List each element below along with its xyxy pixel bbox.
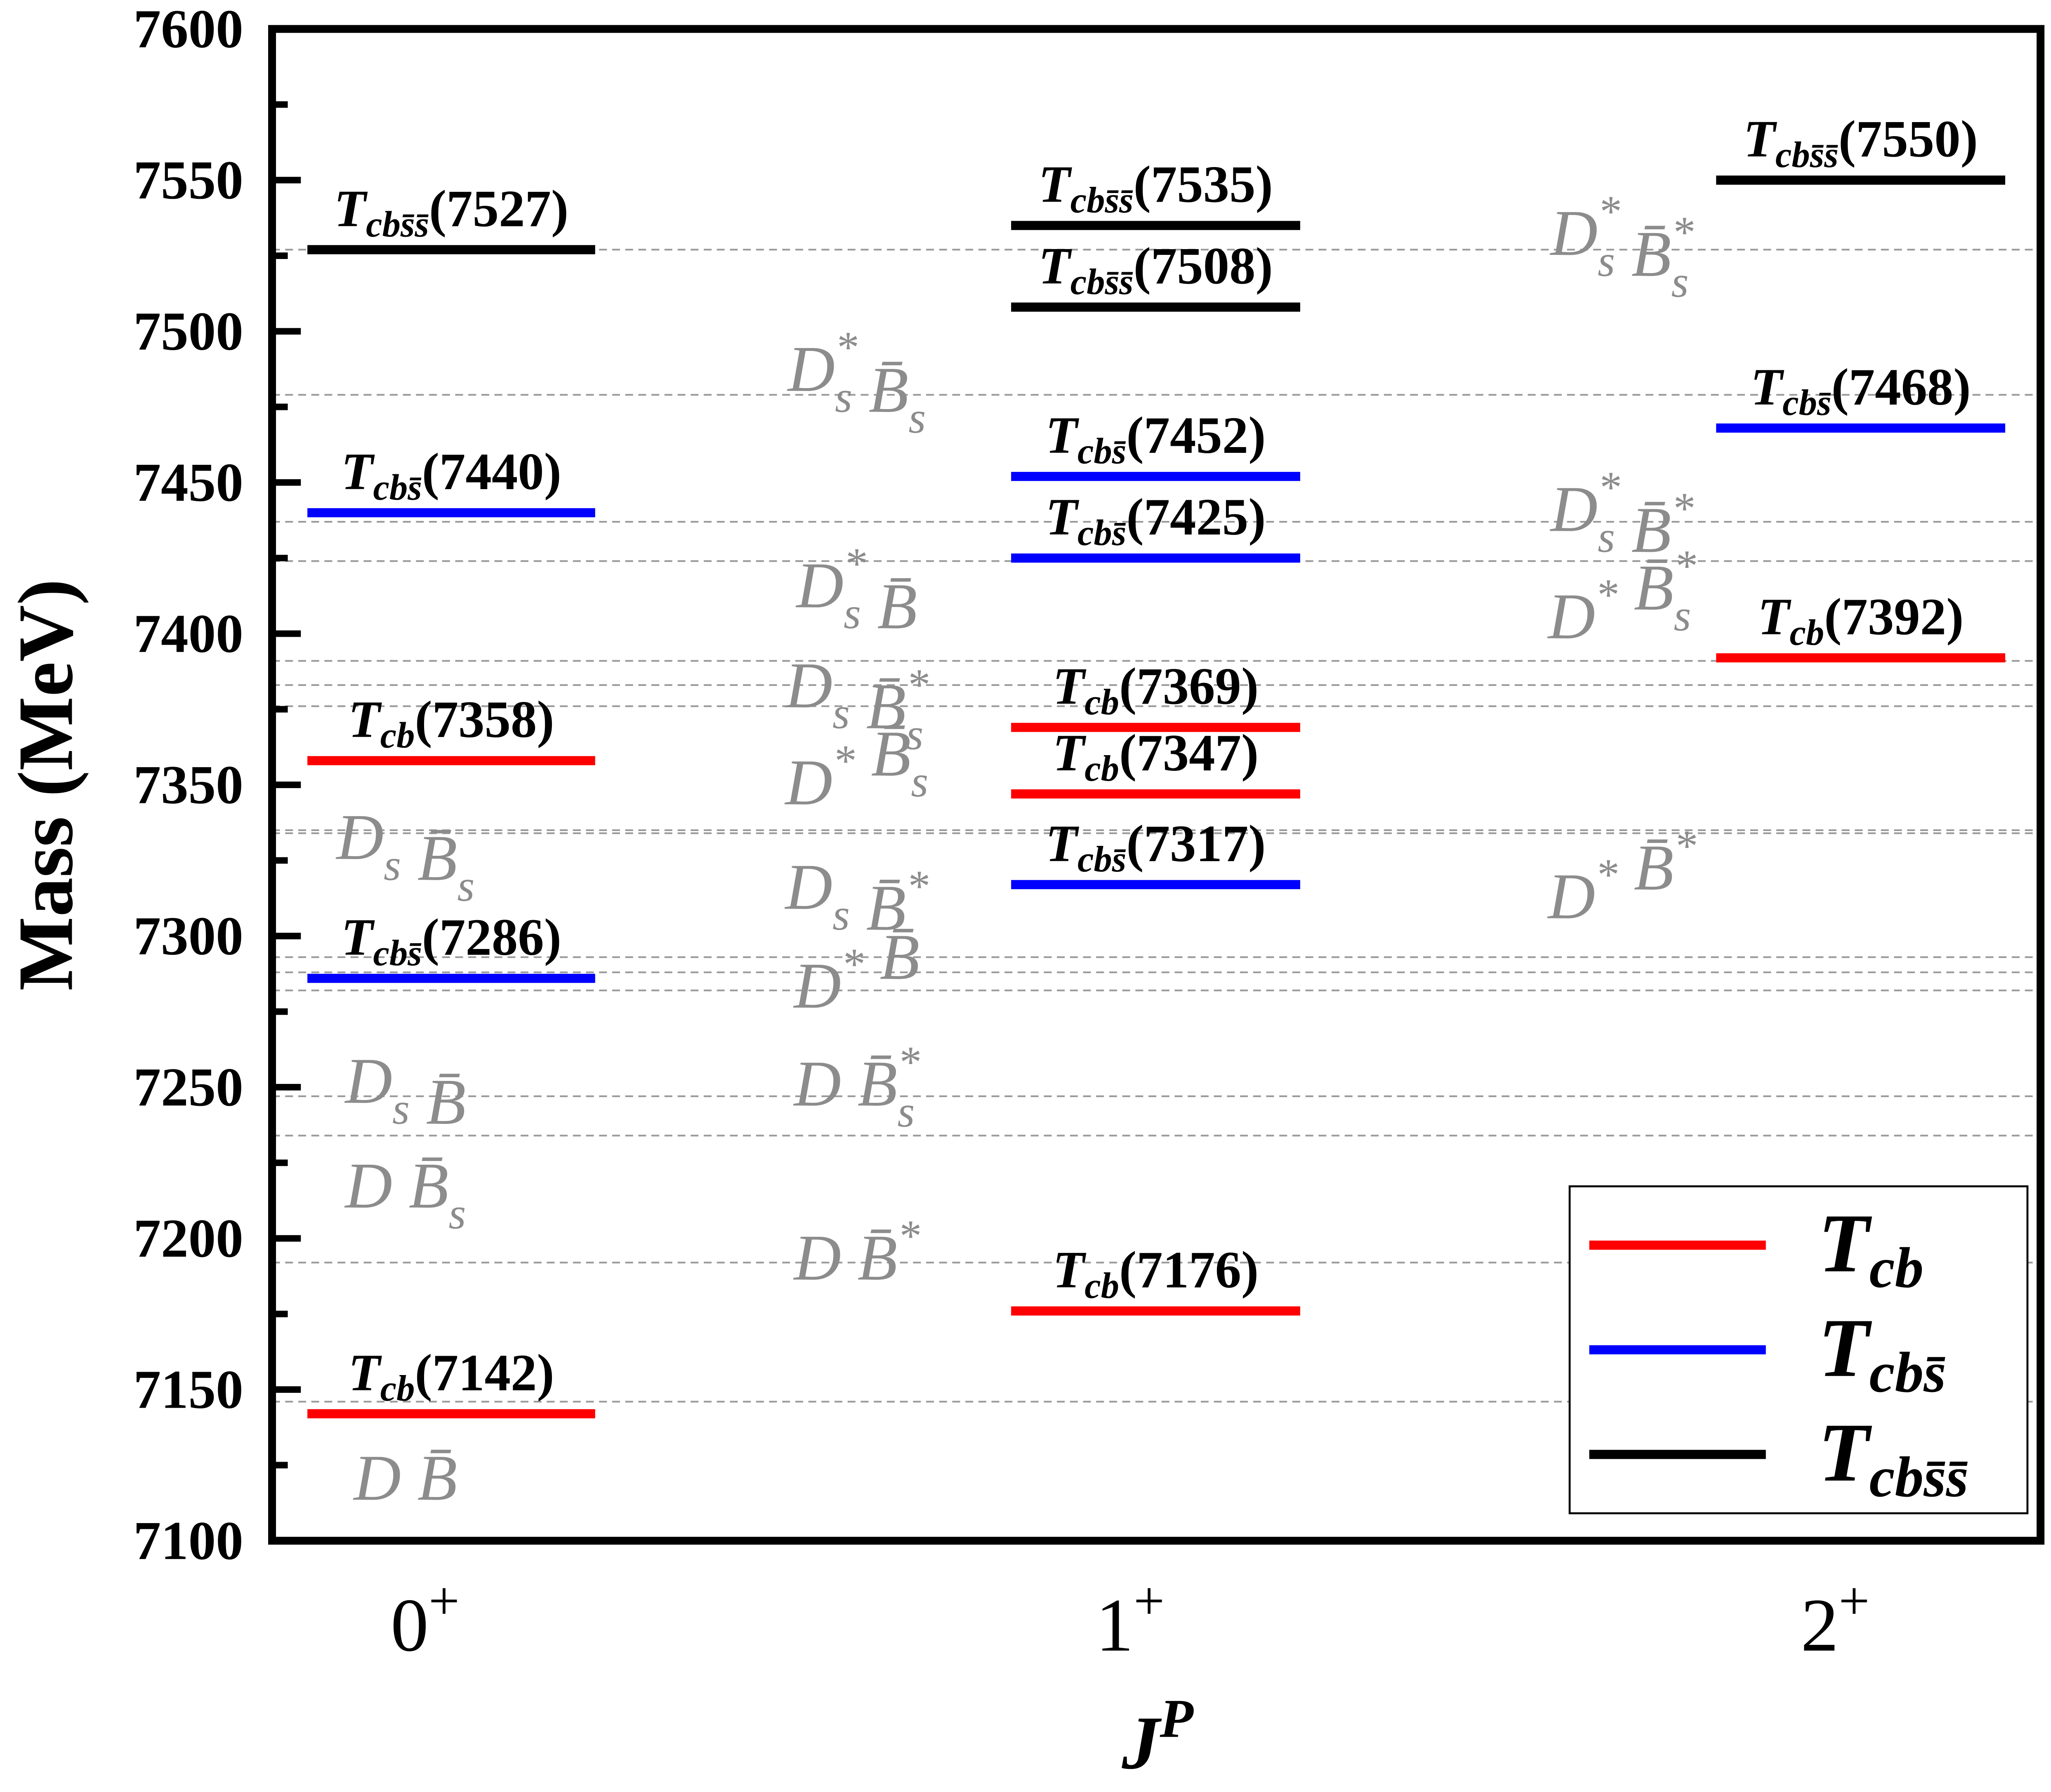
y-tick-label: 7400 [133, 603, 243, 664]
threshold-label: D* B̄ [793, 921, 920, 1022]
y-tick-label: 7450 [133, 452, 243, 513]
threshold-label: D B̄ [353, 1442, 457, 1514]
state-label: Tcbs̄(7440) [341, 443, 561, 508]
threshold-label: D* s B̄s [787, 323, 926, 443]
y-axis: 7100 7150 7200 7250 7300 7350 7400 7450 7500 7550… [133, 0, 301, 1571]
state-label: Tcbs̄s̄(7527) [334, 180, 568, 245]
state-label: Tcbs̄(7468) [1751, 358, 1971, 423]
state-label: Tcbs̄(7452) [1046, 407, 1266, 471]
state-label: Tcbs̄s̄(7508) [1038, 238, 1273, 302]
threshold-label: Ds B̄s [336, 801, 475, 911]
y-axis-label: Mass (MeV) [2, 579, 89, 991]
state-label: Tcbs̄(7425) [1046, 488, 1266, 553]
y-tick-label: 7250 [133, 1056, 243, 1117]
state-label: Tcb(7142) [348, 1344, 554, 1409]
state-label: Tcbs̄s̄(7535) [1038, 156, 1273, 221]
state-label: Tcb(7358) [348, 691, 554, 756]
y-tick-label: 7200 [133, 1208, 243, 1269]
legend-label: Tcbs̄ [1818, 1301, 1946, 1404]
threshold-label: Ds B̄* [785, 851, 929, 944]
x-axis: 0+ 1+ 2+ [391, 1570, 1869, 1667]
x-axis-label: JP [1122, 1688, 1194, 1785]
state-levels: Tcb(7142) Tcbs̄(7286) Tcb(7358) Tcbs̄(7440)… [307, 111, 2006, 1418]
threshold-label: D B̄s [344, 1150, 466, 1239]
y-tick-label: 7500 [133, 301, 243, 362]
state-label: Tcbs̄(7286) [341, 909, 561, 973]
threshold-label: D B̄* s [793, 1038, 920, 1136]
legend-label: Tcb [1818, 1197, 1924, 1300]
state-label: Tcb(7369) [1053, 658, 1259, 723]
x-axis-label-sup: P [1160, 1688, 1194, 1749]
y-tick-label: 7300 [133, 905, 243, 966]
threshold-label: D* s B̄ [795, 539, 917, 643]
threshold-label: D* B̄s [785, 718, 929, 819]
x-tick-label: 2+ [1801, 1570, 1869, 1667]
x-tick-label: 1+ [1096, 1570, 1165, 1667]
x-axis-label-base: J [1122, 1701, 1162, 1785]
state-label: Tcbs̄s̄(7550) [1743, 111, 1978, 175]
threshold-label: D* B̄* [1547, 822, 1696, 933]
y-tick-label: 7150 [133, 1359, 243, 1420]
threshold-label: Ds B̄* s [785, 650, 929, 759]
state-label: Tcb(7176) [1053, 1241, 1259, 1306]
y-tick-label: 7100 [133, 1510, 243, 1571]
threshold-label: Ds B̄ [344, 1045, 466, 1138]
state-label: Tcb(7347) [1053, 724, 1259, 789]
threshold-label: D B̄* [793, 1212, 920, 1294]
threshold-labels: D B̄ D B̄* D B̄s Ds B̄ D B̄* s D* B̄Ds B̄* D* B… [336, 187, 1696, 1514]
threshold-label: D* s B̄* s [1550, 187, 1694, 306]
y-tick-label: 7350 [133, 754, 243, 815]
x-tick-label: 0+ [391, 1570, 460, 1667]
threshold-label: D* s B̄* [1550, 463, 1694, 566]
threshold-label: D* B̄* s [1547, 542, 1696, 653]
y-tick-label: 7550 [133, 149, 243, 210]
y-tick-label: 7600 [133, 0, 243, 59]
legend-label: Tcbs̄s̄ [1818, 1406, 1968, 1509]
state-label: Tcbs̄(7317) [1046, 815, 1266, 880]
state-label: Tcb(7392) [1758, 588, 1964, 653]
